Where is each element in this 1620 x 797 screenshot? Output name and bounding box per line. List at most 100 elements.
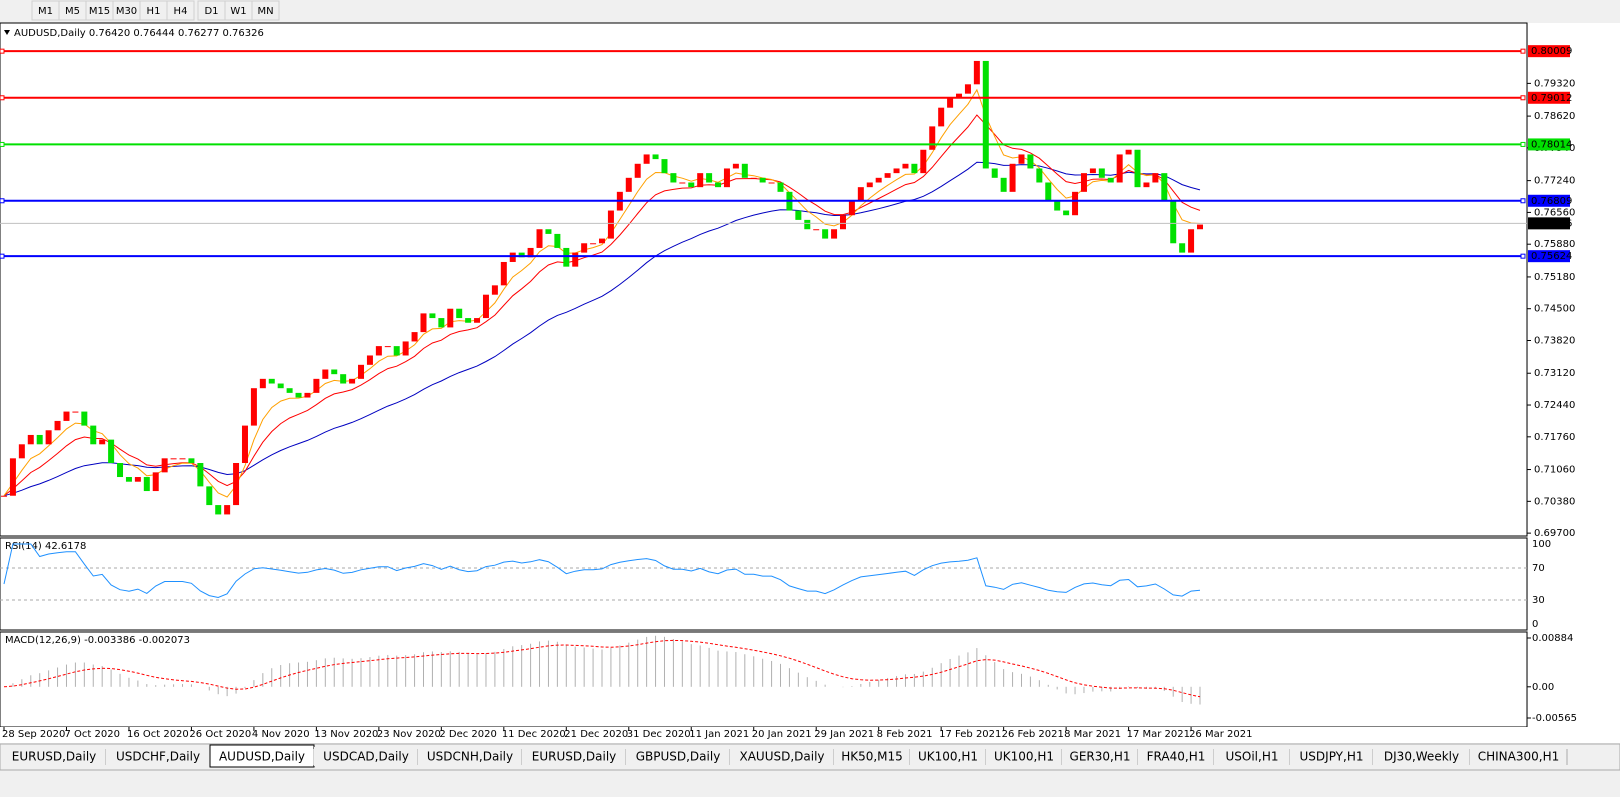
candle — [358, 364, 365, 379]
level-handle[interactable] — [1520, 141, 1526, 147]
candle — [848, 201, 855, 216]
candle — [45, 430, 52, 445]
timeframe-label[interactable]: M1 — [38, 6, 53, 17]
timeframe-label[interactable]: M15 — [89, 6, 110, 17]
candle — [554, 233, 561, 248]
rsi-panel — [0, 537, 1528, 631]
symbol-tab-label[interactable]: EURUSD,Daily — [12, 750, 97, 764]
candle — [474, 318, 481, 323]
symbol-tab-label[interactable]: UK100,H1 — [994, 750, 1054, 764]
candle — [750, 177, 757, 179]
rsi-line — [3, 543, 1201, 599]
symbol-tab[interactable] — [1138, 747, 1214, 766]
price-tick-label: 0.73820 — [1534, 336, 1575, 347]
level-handle[interactable] — [0, 253, 5, 259]
symbol-tab[interactable] — [910, 747, 986, 766]
symbol-tab[interactable] — [730, 747, 834, 766]
level-handle[interactable] — [1520, 95, 1526, 101]
symbol-tab-label[interactable]: GER30,H1 — [1070, 750, 1131, 764]
symbol-tab[interactable] — [1062, 747, 1138, 766]
symbol-tab[interactable] — [834, 747, 910, 766]
candle — [277, 383, 284, 389]
symbol-tab[interactable] — [1470, 747, 1567, 766]
symbol-tab[interactable] — [986, 747, 1062, 766]
date-label: 31 Dec 2020 — [627, 729, 691, 740]
level-tag-label: 0.78014 — [1531, 139, 1572, 150]
price-tick-label: 0.74500 — [1534, 304, 1575, 315]
candle — [634, 163, 641, 178]
candle — [599, 238, 605, 244]
level-handle[interactable] — [1520, 198, 1526, 204]
timeframe-label[interactable]: D1 — [204, 6, 218, 17]
candle — [241, 425, 248, 464]
symbol-tab[interactable] — [1214, 747, 1290, 766]
symbol-tab-label[interactable]: USDCNH,Daily — [427, 750, 513, 764]
candle — [795, 210, 802, 220]
symbol-tab[interactable] — [1290, 747, 1373, 766]
candle — [982, 60, 989, 169]
symbol-tab-label[interactable]: DJ30,Weekly — [1384, 750, 1459, 764]
symbol-tab[interactable] — [626, 747, 730, 766]
candle — [402, 341, 409, 356]
rsi-tick-label: 0 — [1532, 619, 1538, 630]
candle — [304, 392, 311, 398]
time-axis — [0, 727, 1620, 743]
candle — [411, 332, 418, 342]
timeframe-button[interactable] — [251, 0, 280, 21]
symbol-tab[interactable] — [418, 747, 522, 766]
timeframe-button[interactable] — [166, 0, 195, 21]
date-label: 29 Jan 2021 — [814, 729, 874, 740]
moving-average — [3, 161, 1201, 497]
date-label: 8 Feb 2021 — [877, 729, 933, 740]
timeframe-label[interactable]: W1 — [230, 6, 246, 17]
candle — [313, 378, 320, 393]
candle — [117, 463, 124, 478]
symbol-tab-label[interactable]: EURUSD,Daily — [532, 750, 617, 764]
symbol-tab-label[interactable]: XAUUSD,Daily — [739, 750, 824, 764]
date-label: 16 Oct 2020 — [127, 729, 189, 740]
candle — [9, 458, 16, 496]
timeframe-label[interactable]: M30 — [116, 6, 137, 17]
timeframe-label[interactable]: H1 — [147, 6, 161, 17]
date-label: 2 Dec 2020 — [439, 729, 497, 740]
macd-tick-label: -0.00565 — [1532, 713, 1577, 724]
level-handle[interactable] — [0, 198, 5, 204]
symbol-tab-label[interactable]: USOil,H1 — [1226, 750, 1279, 764]
symbol-tab-label[interactable]: USDCAD,Daily — [323, 750, 409, 764]
symbol-tab-label[interactable]: USDCHF,Daily — [116, 750, 200, 764]
symbol-tab-label[interactable]: USDJPY,H1 — [1300, 750, 1364, 764]
candle — [429, 313, 436, 319]
symbol-tab-label[interactable]: UK100,H1 — [918, 750, 978, 764]
candle — [1045, 182, 1052, 202]
level-handle[interactable] — [1520, 253, 1526, 259]
candle — [929, 126, 936, 150]
symbol-tab[interactable] — [522, 747, 626, 766]
candle — [1161, 173, 1168, 202]
symbol-tab[interactable] — [1373, 747, 1470, 766]
candle — [90, 425, 97, 445]
candle — [768, 182, 775, 184]
symbol-tab[interactable] — [106, 747, 210, 766]
timeframe-label[interactable]: M5 — [65, 6, 80, 17]
candle — [1063, 210, 1070, 216]
symbol-header: AUDUSD,Daily 0.76420 0.76444 0.76277 0.7… — [14, 28, 264, 39]
level-tag — [1528, 138, 1570, 151]
symbol-tab-label[interactable]: CHINA300,H1 — [1478, 750, 1560, 764]
candle — [563, 247, 570, 267]
symbol-tab-label[interactable]: GBPUSD,Daily — [636, 750, 721, 764]
level-handle[interactable] — [0, 48, 5, 54]
candle — [920, 149, 927, 174]
symbol-tab-label[interactable]: HK50,M15 — [841, 750, 903, 764]
level-handle[interactable] — [0, 141, 5, 147]
timeframe-label[interactable]: H4 — [174, 6, 188, 17]
candle — [331, 369, 338, 375]
symbol-tab[interactable] — [314, 747, 418, 766]
candle — [1018, 154, 1025, 164]
symbol-tab-label[interactable]: FRA40,H1 — [1147, 750, 1206, 764]
candle — [1054, 201, 1061, 211]
symbol-tab[interactable] — [2, 747, 106, 766]
timeframe-label[interactable]: MN — [257, 6, 273, 17]
level-handle[interactable] — [0, 95, 5, 101]
symbol-tab-label[interactable]: AUDUSD,Daily — [219, 750, 305, 764]
level-handle[interactable] — [1520, 48, 1526, 54]
